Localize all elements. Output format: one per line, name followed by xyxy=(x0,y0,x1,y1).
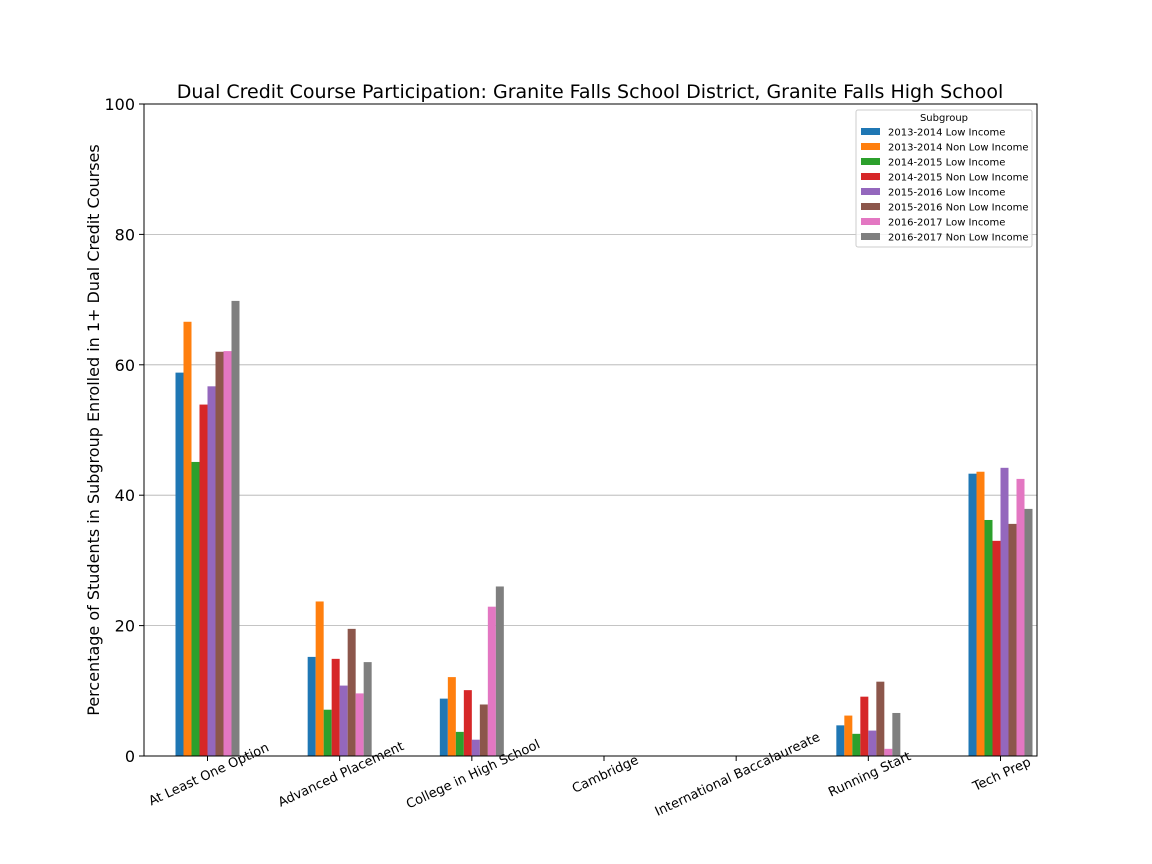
x-axis-ticks: At Least One Option Advanced PlacementCol… xyxy=(147,730,1034,820)
legend-label: 2015-2016 Non Low Income xyxy=(888,203,1028,214)
bar xyxy=(479,704,488,756)
bar xyxy=(455,731,464,756)
bar xyxy=(495,586,504,756)
bar xyxy=(1024,508,1033,756)
bar xyxy=(968,473,977,756)
legend: Subgroup 2013-2014 Low Income 2013-2014 N… xyxy=(855,109,1033,248)
y-axis-label: Percentage of Students in Subgroup Enrol… xyxy=(84,144,103,715)
chart-title: Dual Credit Course Participation: Granit… xyxy=(177,81,1003,103)
bar xyxy=(1008,523,1017,756)
bar xyxy=(984,519,993,756)
bar xyxy=(860,696,869,756)
bar xyxy=(231,300,240,756)
legend-label: 2016-2017 Non Low Income xyxy=(888,233,1028,244)
legend-swatch xyxy=(861,158,880,165)
bar xyxy=(183,321,192,756)
bar xyxy=(191,461,200,756)
legend-items: 2013-2014 Low Income 2013-2014 Non Low In… xyxy=(861,128,1028,244)
bar xyxy=(1000,467,1009,756)
legend-swatch xyxy=(861,188,880,195)
legend-swatch xyxy=(861,203,880,210)
bar xyxy=(339,685,348,756)
legend-swatch xyxy=(861,218,880,225)
bar xyxy=(852,733,861,756)
legend-title: Subgroup xyxy=(920,113,968,124)
y-tick-label: 20 xyxy=(115,617,135,636)
legend-frame xyxy=(855,109,1033,248)
bar xyxy=(207,386,216,756)
bar xyxy=(471,739,480,756)
bar xyxy=(844,715,853,756)
legend-swatch xyxy=(861,128,880,135)
bar xyxy=(976,471,985,756)
bar xyxy=(447,677,456,756)
y-tick-label: 40 xyxy=(115,486,135,505)
bar xyxy=(868,730,877,756)
y-tick-label: 60 xyxy=(115,356,135,375)
bar xyxy=(223,351,232,756)
x-tick-label: Cambridge xyxy=(570,753,641,797)
bar xyxy=(175,372,184,756)
legend-label: 2013-2014 Non Low Income xyxy=(888,143,1028,154)
y-tick-label: 0 xyxy=(125,747,135,766)
bar xyxy=(884,748,893,756)
bar xyxy=(331,658,340,756)
legend-label: 2016-2017 Low Income xyxy=(888,218,1005,229)
legend-label: 2014-2015 Low Income xyxy=(888,158,1005,169)
bar xyxy=(439,698,448,756)
y-tick-label: 80 xyxy=(115,225,135,244)
bar xyxy=(315,601,324,756)
bar xyxy=(487,606,496,756)
legend-swatch xyxy=(861,143,880,150)
bar xyxy=(1016,478,1025,756)
bar xyxy=(892,712,901,756)
plot-frame xyxy=(143,103,1038,757)
legend-label: 2014-2015 Non Low Income xyxy=(888,173,1028,184)
legend-label: 2015-2016 Low Income xyxy=(888,188,1005,199)
legend-swatch xyxy=(861,173,880,180)
bar xyxy=(199,404,208,756)
legend-swatch xyxy=(861,233,880,240)
bar xyxy=(463,690,472,756)
bar xyxy=(215,351,224,756)
legend-label: 2013-2014 Low Income xyxy=(888,128,1005,139)
bar xyxy=(307,656,316,756)
x-tick-label: Running Start xyxy=(826,749,913,800)
bar xyxy=(836,725,845,756)
x-tick-label: International Baccalaureate xyxy=(653,730,823,820)
y-tick-label: 100 xyxy=(104,95,135,114)
bar xyxy=(347,628,356,756)
x-tick-label: Tech Prep xyxy=(970,755,1034,795)
bar xyxy=(363,662,372,756)
y-axis-ticks: 0 20 40 60 80 100 xyxy=(104,95,144,766)
bar xyxy=(355,693,364,756)
bar xyxy=(992,540,1001,756)
bar xyxy=(876,681,885,756)
bars xyxy=(175,300,1033,756)
bar xyxy=(323,709,332,756)
